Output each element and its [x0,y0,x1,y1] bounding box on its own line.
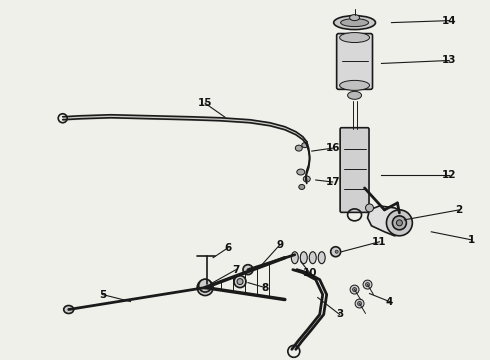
FancyBboxPatch shape [340,128,369,212]
Text: 6: 6 [224,243,232,253]
FancyBboxPatch shape [337,33,372,89]
Ellipse shape [309,252,316,264]
Ellipse shape [349,15,360,21]
Text: 10: 10 [302,267,317,278]
Ellipse shape [340,80,369,90]
Ellipse shape [331,247,341,257]
Text: 1: 1 [467,235,475,245]
Ellipse shape [358,302,362,306]
Ellipse shape [392,216,406,230]
Text: 7: 7 [232,265,240,275]
Text: 4: 4 [386,297,393,306]
Ellipse shape [299,184,305,189]
Text: 3: 3 [336,310,343,319]
Ellipse shape [234,276,246,288]
Text: 8: 8 [261,283,269,293]
Ellipse shape [297,169,305,175]
Ellipse shape [335,250,338,253]
Ellipse shape [292,252,298,264]
Ellipse shape [243,265,253,275]
Ellipse shape [64,306,74,314]
Ellipse shape [355,299,364,308]
Ellipse shape [353,288,357,292]
Ellipse shape [302,143,308,148]
Ellipse shape [350,285,359,294]
Text: 2: 2 [456,205,463,215]
Ellipse shape [396,220,402,226]
Text: 12: 12 [442,170,457,180]
Ellipse shape [347,91,362,99]
Ellipse shape [334,15,375,30]
Ellipse shape [387,210,413,236]
Text: 17: 17 [325,177,340,187]
Text: 16: 16 [325,143,340,153]
Ellipse shape [366,283,369,287]
Ellipse shape [237,279,243,285]
Text: 14: 14 [442,15,457,26]
Ellipse shape [341,19,368,27]
Ellipse shape [340,32,369,42]
Text: 15: 15 [198,98,212,108]
Ellipse shape [300,252,307,264]
Text: 11: 11 [372,237,387,247]
Ellipse shape [303,176,310,182]
Ellipse shape [197,280,213,296]
Polygon shape [368,206,412,236]
Ellipse shape [198,279,212,292]
Ellipse shape [318,252,325,264]
Text: 5: 5 [99,289,106,300]
Text: 13: 13 [442,55,457,66]
Text: 9: 9 [276,240,283,250]
Ellipse shape [295,145,302,151]
Ellipse shape [363,280,372,289]
Ellipse shape [366,204,373,212]
